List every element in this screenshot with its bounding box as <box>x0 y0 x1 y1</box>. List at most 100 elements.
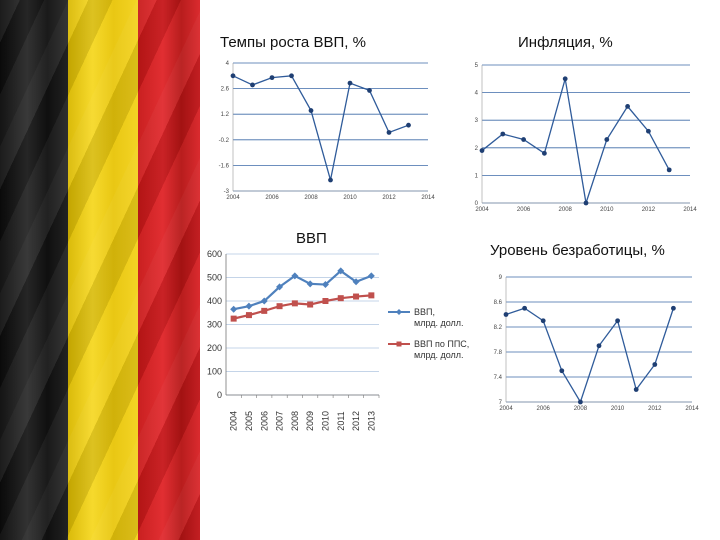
gdp-y-tick: 600 <box>207 249 222 259</box>
gdp-legend-marker <box>396 341 402 347</box>
gdp-growth-y-tick: -1.6 <box>219 163 230 169</box>
unemployment-point <box>652 362 658 367</box>
gdp-growth-x-tick: 2004 <box>226 195 240 201</box>
gdp-point <box>368 292 375 299</box>
unemployment-chart: 7 7.4 7.8 8.2 8.6 9 2004 2006 2008 2010 2012 2014 <box>494 275 700 412</box>
gdp-growth-x-tick: 2012 <box>382 195 396 201</box>
gdp-growth-y-tick: 1.2 <box>221 112 230 118</box>
unemployment-point <box>503 312 509 317</box>
unemployment-point <box>578 399 583 405</box>
unemployment-series-line <box>505 307 675 404</box>
inflation-point <box>625 104 630 109</box>
unemployment-point <box>633 387 639 392</box>
inflation-x-tick: 2008 <box>559 207 573 213</box>
gdp-legend-label: ВВП, <box>414 307 435 317</box>
unemployment-y-tick: 7.8 <box>494 350 503 356</box>
inflation-point <box>583 200 589 206</box>
gdp-growth-y-tick: 2.6 <box>221 87 230 93</box>
gdp-x-tick: 2012 <box>351 411 361 431</box>
gdp-growth-point <box>250 82 255 88</box>
unemployment-y-tick: 8.6 <box>494 300 503 306</box>
gdp-point <box>261 307 268 314</box>
gdp-x-tick: 2005 <box>244 411 254 431</box>
gdp-x-tick: 2006 <box>259 411 269 431</box>
unemployment-y-tick: 7.4 <box>494 375 503 381</box>
unemployment-point <box>615 318 620 324</box>
gdp-point <box>291 272 299 280</box>
inflation-y-tick: 5 <box>475 63 479 69</box>
gdp-growth-point <box>386 130 392 135</box>
gdp-point <box>291 300 298 307</box>
gdp-point <box>353 293 360 300</box>
gdp-growth-x-tick: 2010 <box>343 195 357 201</box>
gdp-point <box>337 295 344 302</box>
gdp-point <box>306 280 314 288</box>
inflation-y-tick: 1 <box>475 173 479 179</box>
gdp-growth-y-tick: -0.2 <box>219 138 230 144</box>
gdp-point <box>276 283 284 291</box>
gdp-y-tick: 500 <box>207 273 222 283</box>
flag-stripe-yellow <box>68 0 138 540</box>
gdp-point <box>352 278 360 286</box>
unemployment-x-tick: 2012 <box>648 406 662 412</box>
gdp-y-tick: 300 <box>207 320 222 330</box>
gdp-point <box>260 297 268 305</box>
gdp-legend-marker <box>396 309 402 315</box>
gdp-series-line <box>233 269 372 311</box>
inflation-point <box>521 137 526 142</box>
inflation-y-tick: 0 <box>475 201 479 207</box>
unemployment-x-tick: 2014 <box>685 406 699 412</box>
gdp-growth-point <box>230 73 236 79</box>
flag-stripe-black <box>0 0 68 540</box>
inflation-y-tick: 2 <box>475 146 479 152</box>
unemployment-x-tick: 2004 <box>499 406 513 412</box>
inflation-x-tick: 2014 <box>683 207 697 213</box>
inflation-point <box>604 137 610 142</box>
inflation-point <box>500 131 506 137</box>
flag-fabric-shading <box>0 0 200 540</box>
gdp-growth-point <box>347 80 353 86</box>
gdp-point <box>367 272 375 280</box>
gdp-point <box>307 301 314 308</box>
gdp-growth-point <box>328 177 333 183</box>
gdp-x-tick: 2013 <box>366 411 376 431</box>
gdp-x-tick: 2009 <box>305 411 315 431</box>
inflation-series-line <box>481 78 670 204</box>
gdp-growth-y-tick: -3 <box>224 189 230 195</box>
unemployment-point <box>522 305 527 311</box>
gdp-growth-x-tick: 2008 <box>304 195 318 201</box>
inflation-x-tick: 2006 <box>517 207 531 213</box>
inflation-title: Инфляция, % <box>518 34 613 51</box>
inflation-chart: 0 1 2 3 4 5 2004 2006 2008 2010 2012 2014 <box>475 63 698 213</box>
unemployment-x-tick: 2010 <box>611 406 625 412</box>
gdp-x-tick: 2010 <box>320 411 330 431</box>
flag-stripe-red <box>138 0 200 540</box>
unemployment-x-tick: 2008 <box>574 406 588 412</box>
gdp-growth-point <box>269 75 275 81</box>
unemployment-y-tick: 9 <box>499 275 503 281</box>
gdp-point <box>337 267 345 275</box>
gdp-legend-label: ВВП по ППС, <box>414 339 469 349</box>
inflation-y-tick: 3 <box>475 118 479 124</box>
inflation-point <box>562 76 568 82</box>
inflation-point <box>646 128 651 134</box>
unemployment-point <box>559 368 565 374</box>
gdp-growth-point <box>406 122 411 128</box>
unemployment-title: Уровень безработицы, % <box>490 242 665 259</box>
gdp-growth-point <box>367 88 372 93</box>
gdp-growth-x-tick: 2006 <box>265 195 279 201</box>
gdp-point <box>230 315 237 322</box>
gdp-x-tick: 2007 <box>275 411 285 431</box>
unemployment-point <box>671 305 676 311</box>
gdp-point <box>276 303 283 310</box>
gdp-title: ВВП <box>296 230 327 247</box>
gdp-growth-point <box>308 108 314 113</box>
gdp-growth-series-line <box>232 75 409 181</box>
inflation-y-tick: 4 <box>475 91 479 97</box>
unemployment-point <box>540 318 546 324</box>
gdp-growth-y-tick: 4 <box>226 61 230 67</box>
gdp-y-tick: 200 <box>207 343 222 353</box>
gdp-x-tick: 2011 <box>336 411 346 430</box>
gdp-growth-title: Темпы роста ВВП, % <box>220 34 366 51</box>
inflation-x-tick: 2004 <box>475 207 489 213</box>
